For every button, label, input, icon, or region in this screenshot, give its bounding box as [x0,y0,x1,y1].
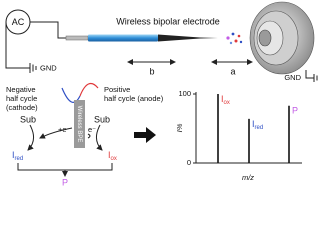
electron-arrow [39,127,73,139]
ground-label: GND [284,73,301,82]
electrode-tip [158,34,218,42]
label-main: P [292,106,298,116]
spray [226,32,243,45]
electron-label: +e [58,125,67,134]
big-arrow [134,127,156,143]
y-tick-label: 0 [187,158,191,167]
electrode-holder [65,35,89,41]
cycle-label: half cycle [6,94,37,103]
electron-arrow [87,133,91,139]
electrode-tube [88,34,158,42]
ground-symbol [29,63,37,73]
substrate: Sub [20,114,36,124]
y-axis-label: I% [175,123,184,132]
label-main: I [252,119,255,129]
ms-inlet [249,1,315,75]
oxidized-label: Iox [108,150,117,161]
label-sub: red [255,124,264,130]
distance-label: a [230,66,235,76]
x-axis-label: m/z [242,173,254,182]
label-sub: ox [111,156,117,162]
peak-label: Ired [252,119,263,130]
bpe-label: Wireless BPE [76,106,82,143]
product-label: P [62,177,68,187]
label-main: I [221,94,224,104]
figure: AC GND Wireless bipolar electrode GND b … [5,1,318,187]
ground-symbol [305,70,318,82]
combine-arrow [17,163,113,176]
label-main: I [12,150,15,160]
cycle-label: Negative [6,85,36,94]
peak-label: Iox [221,94,230,105]
cycle-label: (cathode) [6,103,38,112]
cycle-label: Positive [104,85,130,94]
reaction-arrow [96,124,103,151]
distance-label: b [149,66,154,76]
bpe-bar [74,100,85,148]
electron-label: e⁻ [88,125,96,134]
label-sub: red [15,156,24,162]
substrate: Sub [94,114,110,124]
peak-label: P [292,106,298,116]
reduced-label: Ired [12,150,23,161]
electrode-label: Wireless bipolar electrode [116,16,220,26]
label-main: I [108,150,111,160]
wire [30,21,68,39]
positive-wave [79,82,99,97]
negative-wave [61,87,81,103]
cycle-label: half cycle (anode) [104,94,164,103]
wire [5,22,30,69]
ac-label: AC [12,17,25,27]
reaction-arrow [27,124,34,151]
ground-label: GND [40,63,57,72]
y-tick-label: 100 [178,89,191,98]
label-sub: ox [224,100,230,106]
